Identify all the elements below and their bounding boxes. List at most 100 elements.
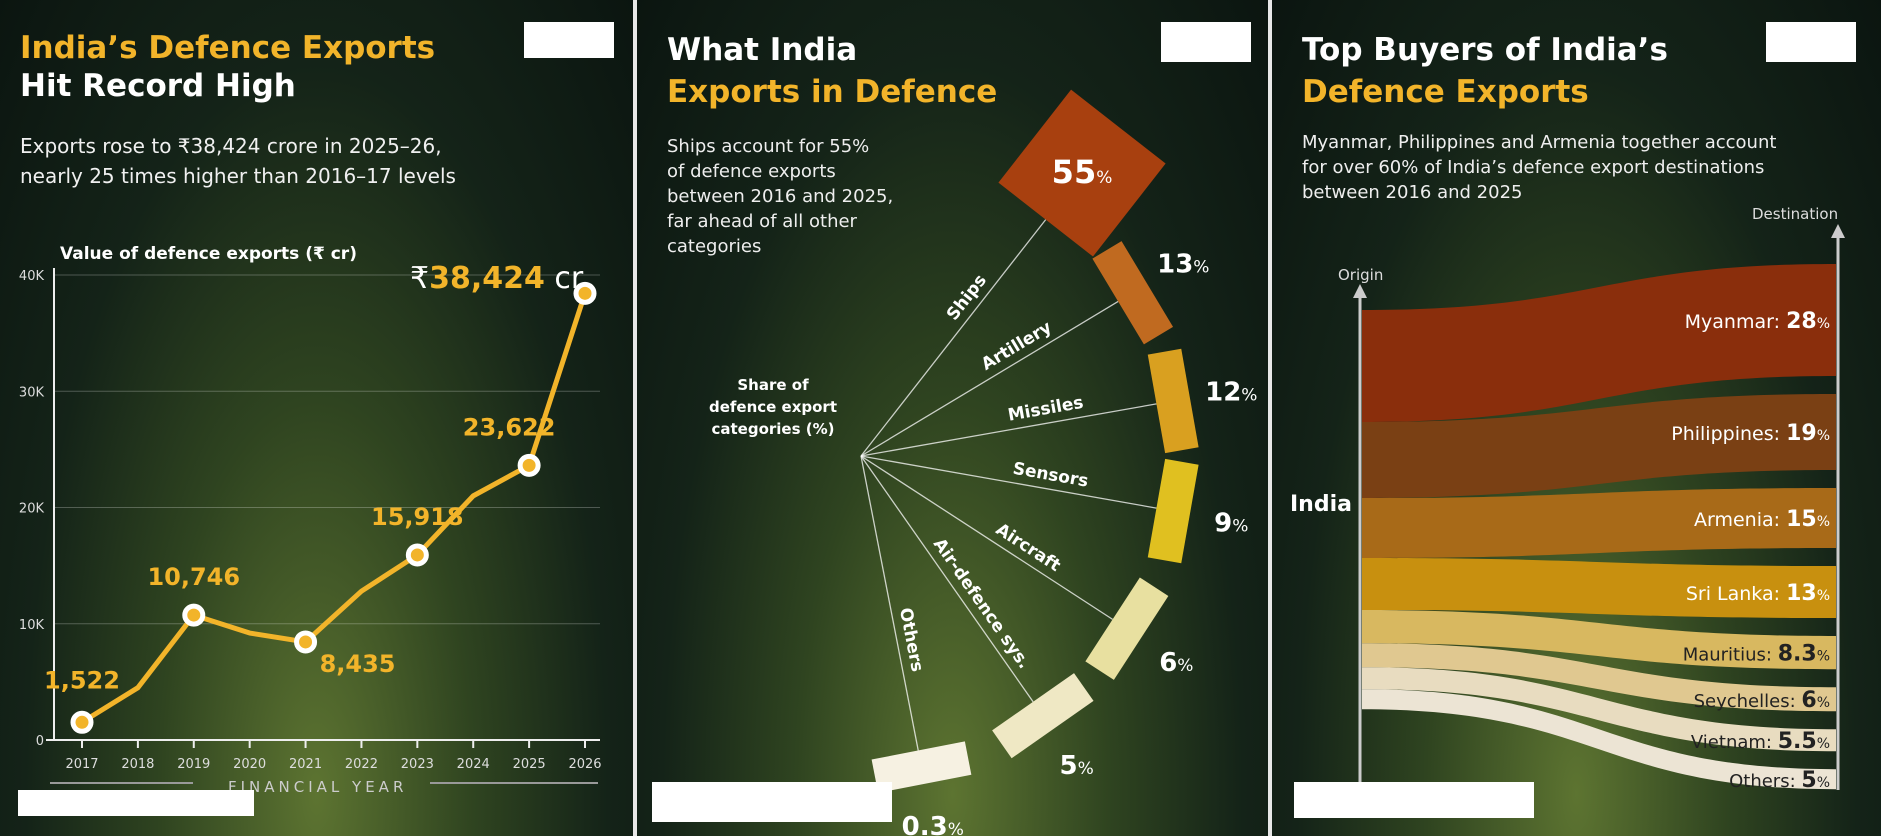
spoke-line: [860, 455, 1113, 620]
destination-name: Others:: [1729, 771, 1801, 792]
destination-value: 8.3: [1778, 642, 1817, 667]
spoke-line: [860, 455, 1157, 509]
panel1-subtitle-line2: nearly 25 times higher than 2016–17 leve…: [20, 164, 456, 188]
percent-sign: %: [948, 820, 964, 836]
desc-line: Ships account for 55%: [667, 136, 870, 157]
desc-line: between 2016 and 2025: [1302, 182, 1523, 203]
destination-name: Myanmar:: [1685, 311, 1786, 333]
destination-name: Seychelles:: [1694, 691, 1802, 712]
percent-sign: %: [1078, 759, 1094, 779]
destination-name: Armenia:: [1694, 509, 1786, 531]
flow-band: [1362, 558, 1836, 618]
spoke-line: [860, 455, 1034, 703]
percent-value: 12: [1205, 378, 1241, 408]
data-point: [573, 281, 597, 305]
percent-label: 6%: [1159, 648, 1193, 678]
highlight-part: cr: [545, 261, 584, 296]
percent-label: 13%: [1157, 249, 1209, 279]
percent-value: 9: [1214, 508, 1232, 538]
destination-value: 28: [1786, 309, 1817, 334]
percent-sign: %: [1096, 168, 1112, 188]
x-tick-label: 2025: [513, 757, 546, 772]
percent-sign: %: [1241, 386, 1257, 406]
desc-line: categories: [667, 236, 762, 257]
center-label-line: Share of: [737, 376, 809, 394]
percent-label: 0.3%: [902, 812, 964, 836]
origin-arrow-icon: [1353, 284, 1367, 298]
category-label: Missiles: [1006, 393, 1085, 426]
percent-sign: %: [1817, 428, 1830, 444]
percent-sign: %: [1817, 514, 1830, 530]
desc-line: far ahead of all other: [667, 211, 857, 232]
data-point: [294, 630, 318, 654]
redacted-box: [1766, 22, 1856, 62]
desc-line: of defence exports: [667, 161, 836, 182]
category-bar: [992, 673, 1094, 759]
percent-sign: %: [1817, 649, 1830, 665]
percent-sign: %: [1177, 656, 1193, 676]
flow-band: [1362, 689, 1836, 790]
panel-divider: [1268, 0, 1272, 836]
percent-sign: %: [1817, 588, 1830, 604]
x-tick-label: 2020: [233, 757, 266, 772]
desc-line: between 2016 and 2025,: [667, 186, 894, 207]
percent-value: 5: [1060, 751, 1078, 781]
highlight-part: 38,424: [429, 261, 545, 296]
destination-label: Others: 5%: [1729, 768, 1830, 793]
y-tick-label: 30K: [19, 385, 45, 400]
spoke-line: [860, 219, 1047, 457]
desc-line: Myanmar, Philippines and Armenia togethe…: [1302, 132, 1777, 153]
destination-name: Mauritius:: [1683, 645, 1778, 666]
percent-sign: %: [1817, 316, 1830, 332]
highlight-part: ₹: [410, 261, 429, 296]
panel3-description: Myanmar, Philippines and Armenia togethe…: [1302, 130, 1776, 205]
percent-label: 9%: [1214, 508, 1248, 538]
destination-name: Sri Lanka:: [1686, 583, 1786, 605]
redacted-box: [524, 22, 614, 58]
destination-value: 5: [1801, 768, 1816, 793]
flow-band: [1362, 488, 1836, 558]
x-tick-label: 2021: [289, 757, 322, 772]
spoke-line: [860, 403, 1157, 457]
y-tick-label: 10K: [19, 618, 45, 633]
panel3-title-line2: Defence Exports: [1302, 74, 1589, 110]
panel1-subtitle-line1: Exports rose to ₹38,424 crore in 2025–26…: [20, 134, 442, 158]
destination-label: Sri Lanka: 13%: [1686, 581, 1830, 606]
center-label-line: categories (%): [711, 420, 835, 438]
category-label: Air-defence sys.: [929, 535, 1034, 673]
highlight-label: ₹38,424 cr: [410, 261, 584, 296]
data-point: [70, 710, 94, 734]
category-bar: [998, 89, 1166, 257]
x-tick-label: 2026: [568, 757, 601, 772]
destination-label: Mauritius: 8.3%: [1683, 642, 1830, 667]
data-label: 1,522: [44, 666, 120, 694]
destination-arrow-icon: [1831, 224, 1845, 238]
radial-center-label: Share of defence export categories (%): [693, 374, 853, 440]
x-tick-label: 2018: [121, 757, 154, 772]
data-label: 10,746: [147, 563, 240, 591]
category-bar: [1147, 348, 1199, 454]
y-tick-label: 40K: [19, 269, 45, 284]
percent-sign: %: [1193, 257, 1209, 277]
percent-label: 12%: [1205, 378, 1257, 408]
destination-value: 13: [1786, 581, 1817, 606]
data-point: [405, 543, 429, 567]
sankey-chart: Myanmar: 28%Philippines: 19%Armenia: 15%…: [1353, 224, 1845, 793]
radial-bar-chart: Ships55%Artillery13%Missiles12%Sensors9%…: [860, 89, 1257, 836]
category-label: Sensors: [1011, 459, 1090, 492]
x-tick-label: 2023: [401, 757, 434, 772]
destination-value: 19: [1786, 421, 1817, 446]
origin-label: Origin: [1338, 266, 1384, 284]
desc-line: for over 60% of India’s defence export d…: [1302, 157, 1765, 178]
line-chart-title: Value of defence exports (₹ cr): [60, 244, 357, 264]
panel1-title-line1: India’s Defence Exports: [20, 30, 436, 66]
percent-label: 5%: [1060, 751, 1094, 781]
data-label: 15,918: [371, 503, 464, 531]
flow-band: [1362, 264, 1836, 422]
flow-band: [1362, 610, 1836, 670]
data-label: 23,622: [463, 413, 556, 441]
x-tick-label: 2019: [177, 757, 210, 772]
y-tick-label: 20K: [19, 502, 45, 517]
line-chart: 0 10K 20K 30K 40K 2017 2018 2019 2020 2021 2022 202…: [19, 261, 602, 784]
category-bar: [871, 741, 972, 793]
